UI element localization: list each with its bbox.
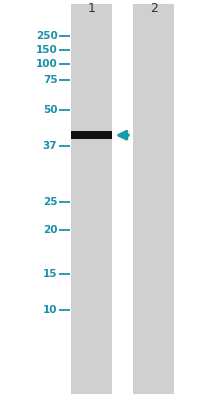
Text: 20: 20 [43, 225, 57, 235]
Text: 10: 10 [43, 305, 57, 315]
Text: 75: 75 [43, 75, 57, 85]
Bar [70, 4, 111, 394]
Text: 25: 25 [43, 197, 57, 207]
Text: 250: 250 [35, 31, 57, 41]
Text: 150: 150 [35, 45, 57, 55]
Text: 1: 1 [87, 2, 95, 15]
Text: 37: 37 [43, 141, 57, 151]
Text: 2: 2 [149, 2, 157, 15]
Bar [70, 131, 111, 139]
Text: 50: 50 [43, 105, 57, 115]
Text: 15: 15 [43, 269, 57, 279]
Bar [133, 4, 173, 394]
Text: 100: 100 [35, 59, 57, 69]
